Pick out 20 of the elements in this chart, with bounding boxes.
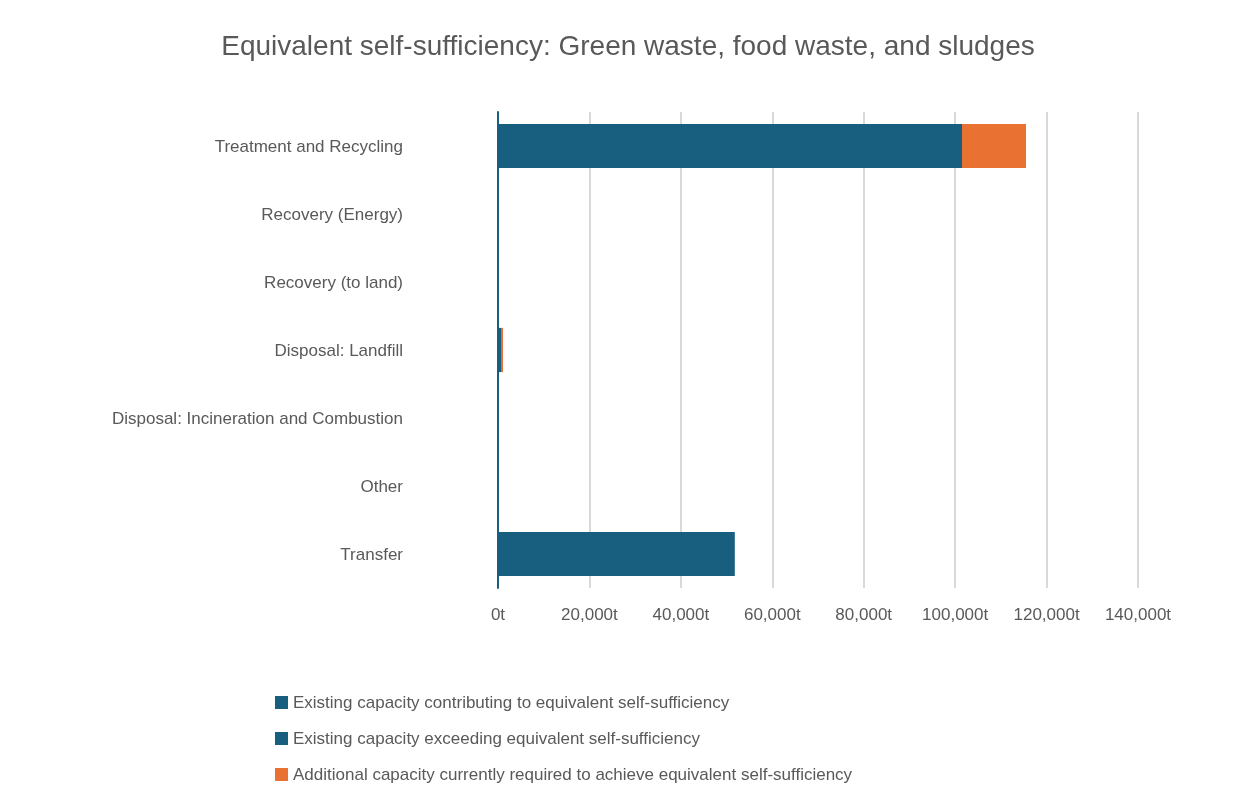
y-tick-label: Treatment and Recycling	[214, 136, 403, 156]
bar	[962, 123, 1026, 169]
x-tick-label: 140,000t	[1104, 605, 1172, 624]
y-tick-label: Disposal: Incineration and Combustion	[111, 408, 403, 428]
x-tick-label: 20,000t	[561, 605, 619, 624]
x-tick-label: 80,000t	[835, 605, 893, 624]
x-tick-label: 100,000t	[922, 605, 989, 624]
legend-label: Existing capacity exceeding equivalent self-sufficiency	[293, 729, 701, 748]
x-tick-label: 120,000t	[1013, 605, 1080, 624]
legend-label: Additional capacity currently required to achieve equivalent self-sufficiency	[293, 765, 853, 784]
x-tick-label: 0t	[490, 605, 506, 624]
legend-label: Existing capacity contributing to equivalent self-sufficiency	[293, 693, 730, 712]
y-tick-label: Recovery (Energy)	[261, 204, 403, 224]
y-tick-label: Recovery (to land)	[264, 272, 403, 292]
x-tick-label: 40,000t	[652, 605, 710, 624]
chart-title: Equivalent self-sufficiency: Green waste, food waste, and sludges	[221, 29, 1035, 61]
x-tick-label: 60,000t	[743, 605, 801, 624]
y-tick-label: Transfer	[340, 544, 404, 564]
y-tick-label: Disposal: Landfill	[274, 340, 403, 360]
y-tick-label: Other	[360, 476, 404, 496]
